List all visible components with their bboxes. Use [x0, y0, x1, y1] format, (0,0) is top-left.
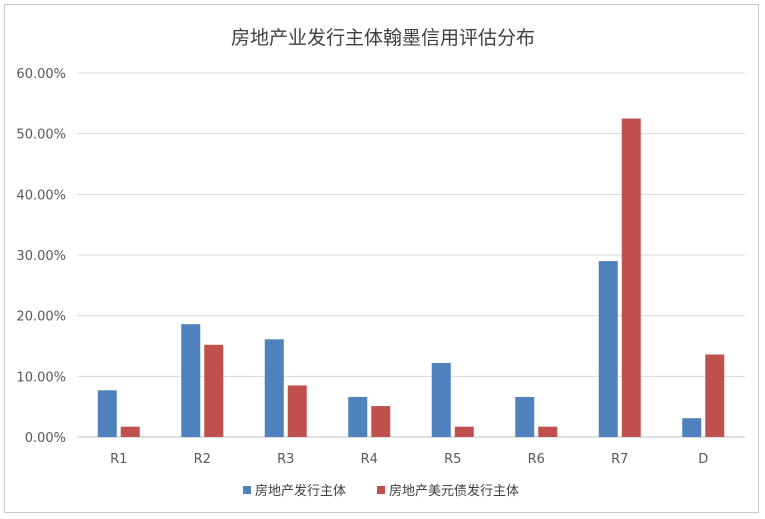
x-tick-label: R7 [611, 452, 628, 467]
x-tick-label: R4 [361, 452, 378, 467]
bar-series1-r2 [181, 324, 201, 437]
bar-series1-r5 [431, 362, 451, 437]
bar-series2-d [705, 354, 725, 437]
legend: 房地产发行主体 房地产美元债发行主体 [243, 483, 519, 499]
y-tick-label: 30.00% [16, 249, 66, 264]
x-tick-label: D [698, 452, 708, 467]
bar-series2-r7 [621, 118, 641, 437]
bar-series1-d [682, 418, 702, 437]
legend-swatch [377, 486, 385, 494]
bar-series1-r3 [264, 339, 284, 437]
x-tick-label: R2 [194, 452, 211, 467]
x-tick-label: R1 [110, 452, 127, 467]
y-tick-label: 20.00% [16, 310, 66, 325]
bar-series2-r2 [204, 344, 224, 437]
y-tick-label: 60.00% [16, 67, 66, 82]
y-axis-ticks: 0.00% 10.00% 20.00% 30.00% 40.00% 50.00% 60.00… [16, 67, 66, 446]
x-tick-label: R3 [277, 452, 294, 467]
chart-title: 房地产业发行主体翰墨信用评估分布 [231, 27, 535, 49]
bar-series2-r6 [538, 426, 558, 437]
legend-swatch [243, 486, 251, 494]
y-tick-label: 0.00% [25, 431, 66, 446]
x-axis-ticks: R1 R2 R3 R4 R5 R6 R7 D [110, 452, 708, 467]
x-tick-label: R5 [444, 452, 461, 467]
bar-series1-r4 [348, 396, 368, 437]
bar-series1-r7 [598, 261, 618, 437]
bar-series1-r1 [97, 390, 117, 437]
x-tick-label: R6 [528, 452, 545, 467]
legend-label: 房地产发行主体 [255, 483, 346, 499]
legend-label: 房地产美元债发行主体 [389, 483, 519, 499]
bar-series2-r1 [120, 426, 140, 437]
y-tick-label: 10.00% [16, 370, 66, 385]
bar-series2-r5 [454, 426, 474, 437]
bars [97, 118, 725, 437]
bar-series2-r4 [371, 406, 391, 437]
bar-series2-r3 [287, 385, 307, 437]
y-tick-label: 40.00% [16, 188, 66, 203]
gridlines [77, 72, 745, 438]
bar-series1-r6 [515, 396, 535, 437]
y-tick-label: 50.00% [16, 128, 66, 143]
